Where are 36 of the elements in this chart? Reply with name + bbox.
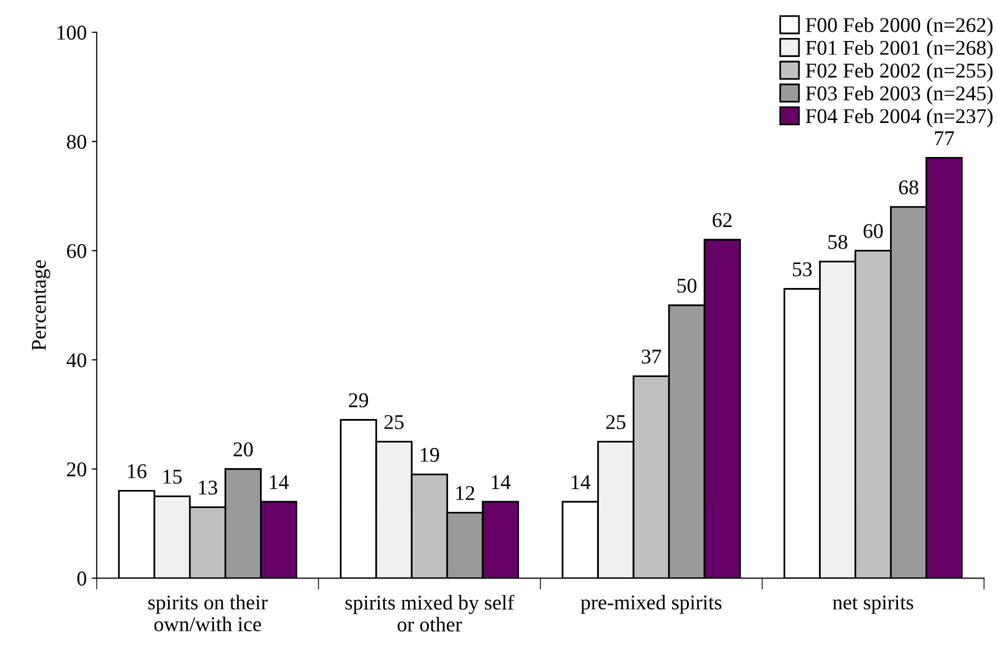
y-tick-label: 20 (67, 462, 86, 476)
data-label: 12 (456, 486, 474, 500)
legend-label: F03 Feb 2003 (n=245) (806, 86, 993, 105)
data-label: 25 (384, 415, 404, 430)
y-tick-label: 80 (66, 134, 86, 149)
x-tick-label: net spirits (832, 595, 914, 614)
data-label: 68 (899, 180, 918, 194)
x-tick-label: spirits on their own/with ice (148, 594, 268, 632)
data-label: 14 (492, 475, 511, 489)
data-label: 60 (864, 224, 883, 238)
data-label: 29 (348, 393, 368, 408)
legend-label: F02 Feb 2002 (n=255) (806, 62, 993, 82)
legend-label: F00 Feb 2000 (n=262) (806, 17, 993, 36)
data-label: 14 (270, 475, 289, 489)
data-label: 37 (642, 350, 662, 364)
data-label: 19 (420, 448, 440, 462)
data-label: 53 (792, 262, 812, 276)
legend-label: F04 Feb 2004 (n=237) (806, 108, 993, 128)
data-label: 20 (234, 442, 253, 456)
y-tick-label: 100 (58, 26, 86, 40)
x-tick-label: spirits mixed by self or other (346, 594, 514, 632)
data-label: 25 (606, 415, 626, 430)
data-label: 16 (128, 464, 146, 478)
legend-label: F01 Feb 2001 (n=268) (806, 40, 993, 60)
data-label: 50 (678, 278, 696, 293)
data-label: 77 (935, 131, 954, 146)
y-axis-title: Percentage (32, 260, 50, 350)
y-tick-label: 0 (77, 572, 86, 586)
data-label: 13 (199, 480, 218, 495)
y-tick-label: 40 (66, 353, 86, 368)
data-label: 58 (828, 234, 848, 249)
x-tick-label: pre-mixed spirits (580, 594, 722, 614)
data-label: 14 (572, 475, 590, 489)
data-label: 15 (164, 470, 182, 484)
data-label: 62 (712, 213, 732, 228)
y-tick-label: 60 (67, 244, 86, 258)
